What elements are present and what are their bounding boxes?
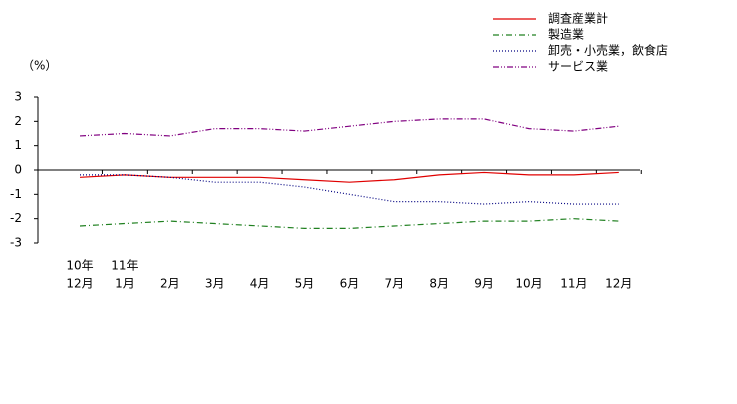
series-line [79,171,619,183]
y-tick-label: 0 [14,163,22,177]
legend-label: 卸売・小売業，飲食店 [548,43,668,58]
series-line [79,118,619,137]
legend-label: 製造業 [548,28,584,42]
x-tick-label: 9月 [474,277,494,291]
x-year-label: 11年 [111,259,138,273]
y-tick-label: 2 [14,114,22,128]
x-tick-label: 4月 [250,277,270,291]
y-tick-label: -1 [10,187,22,201]
series-line [80,174,619,205]
x-tick-label: 11月 [560,277,587,291]
x-tick-label: 10月 [515,277,542,291]
y-tick-label: 1 [14,138,22,152]
y-tick-label: -2 [10,211,22,225]
x-tick-label: 12月 [605,277,632,291]
series-line [79,218,619,229]
x-tick-label: 2月 [160,277,180,291]
legend-label: サービス業 [548,60,608,74]
x-year-label: 10年 [66,259,93,273]
y-tick-label: -3 [10,236,22,250]
legend-label: 調査産業計 [548,11,608,26]
x-tick-label: 3月 [205,277,225,291]
x-tick-label: 6月 [340,277,360,291]
x-tick-label: 1月 [115,277,135,291]
x-tick-label: 8月 [429,277,449,291]
y-tick-label: 3 [14,90,22,104]
x-tick-label: 5月 [295,277,315,291]
y-axis-label: （%） [22,59,57,73]
x-tick-label: 12月 [66,277,93,291]
x-tick-label: 7月 [384,277,404,291]
